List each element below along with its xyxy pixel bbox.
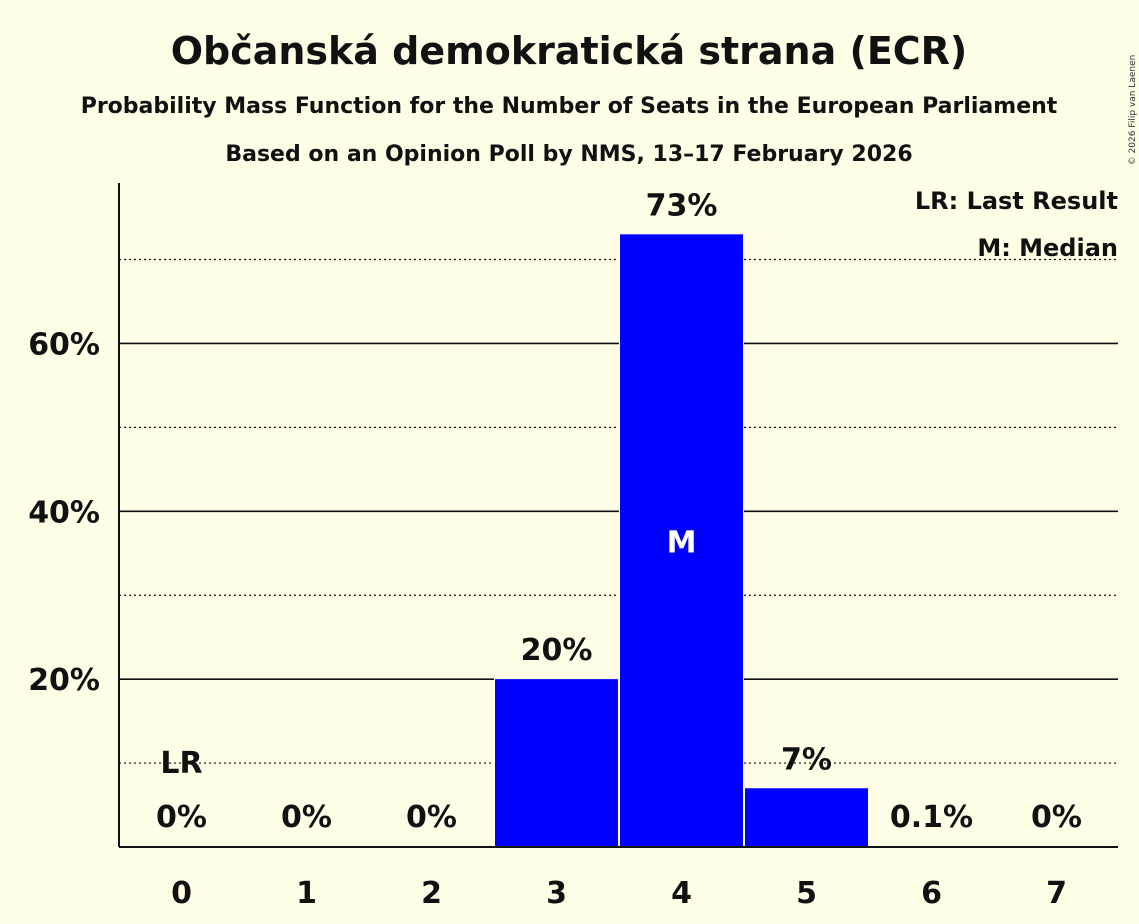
bar-value-label: 0% bbox=[406, 800, 457, 835]
chart-title: Občanská demokratická strana (ECR) bbox=[171, 29, 968, 73]
x-tick-label: 5 bbox=[796, 876, 817, 911]
bar-value-label: 0% bbox=[281, 800, 332, 835]
bar-value-label: 0% bbox=[1031, 800, 1082, 835]
bar-value-label: 73% bbox=[646, 188, 718, 223]
x-tick-label: 6 bbox=[921, 876, 942, 911]
bar-seats-4 bbox=[620, 234, 743, 848]
x-tick-label: 2 bbox=[421, 876, 442, 911]
x-tick-label: 1 bbox=[296, 876, 317, 911]
median-marker: M bbox=[667, 526, 697, 561]
x-tick-label: 3 bbox=[546, 876, 567, 911]
x-tick-label: 7 bbox=[1046, 876, 1067, 911]
axes bbox=[118, 183, 1118, 848]
chart-subtitle: Probability Mass Function for the Number… bbox=[81, 94, 1058, 119]
bar-seats-5 bbox=[745, 788, 868, 847]
gridlines: 20% 40% 60% bbox=[28, 258, 1118, 764]
last-result-marker: LR bbox=[160, 746, 202, 781]
bars bbox=[494, 233, 994, 848]
chart-poll-source: Based on an Opinion Poll by NMS, 13–17 F… bbox=[225, 142, 912, 167]
bar-value-label: 7% bbox=[781, 742, 832, 777]
copyright-notice: © 2026 Filip van Laenen bbox=[1128, 55, 1138, 166]
legend-last-result: LR: Last Result bbox=[915, 187, 1118, 215]
y-tick-label: 60% bbox=[28, 327, 100, 362]
bar-value-label: 0% bbox=[156, 800, 207, 835]
x-tick-label: 4 bbox=[671, 876, 692, 911]
y-tick-label: 40% bbox=[28, 495, 100, 530]
bar-value-label: 20% bbox=[521, 633, 593, 668]
y-tick-label: 20% bbox=[28, 663, 100, 698]
bar-labels: 0% 0 0% 1 0% 2 20% 3 73% 4 7% 5 0.1% 6 0% 7 M LR bbox=[156, 188, 1082, 911]
legend-median: M: Median bbox=[977, 234, 1118, 262]
bar-seats-3 bbox=[495, 679, 618, 847]
bar-value-label: 0.1% bbox=[890, 800, 973, 835]
x-tick-label: 0 bbox=[171, 876, 192, 911]
